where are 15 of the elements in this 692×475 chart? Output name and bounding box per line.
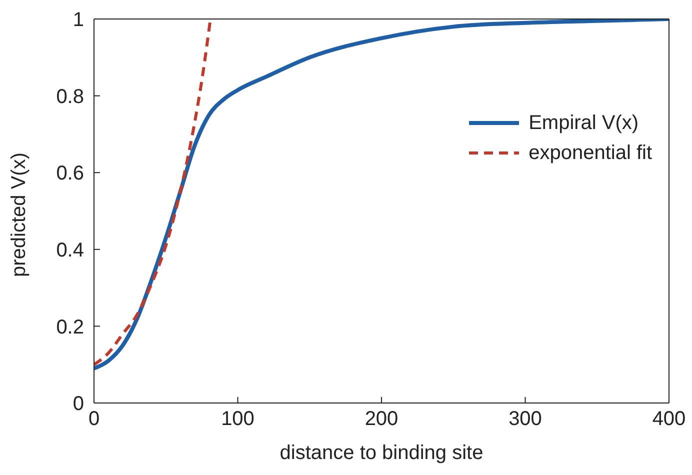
x-axis-title: distance to binding site [280,442,484,464]
y-tick-label: 0.4 [56,240,84,262]
legend-label: exponential fit [528,141,652,166]
x-tick-label: 200 [364,408,398,430]
y-tick-label: 0.2 [56,316,84,338]
y-tick-label: 1 [72,9,84,32]
x-tick-label: 300 [508,408,542,430]
y-tick-label: 0 [72,393,84,416]
x-tick-label: 100 [221,408,254,430]
x-tick-label: 0 [88,408,100,430]
legend-label: Empiral V(x) [528,111,639,136]
y-axis-title: predicted V(x) [8,152,30,277]
y-tick-label: 0.8 [56,86,84,108]
y-tick-label: 0.6 [56,162,84,185]
x-tick-label: 400 [652,408,686,430]
